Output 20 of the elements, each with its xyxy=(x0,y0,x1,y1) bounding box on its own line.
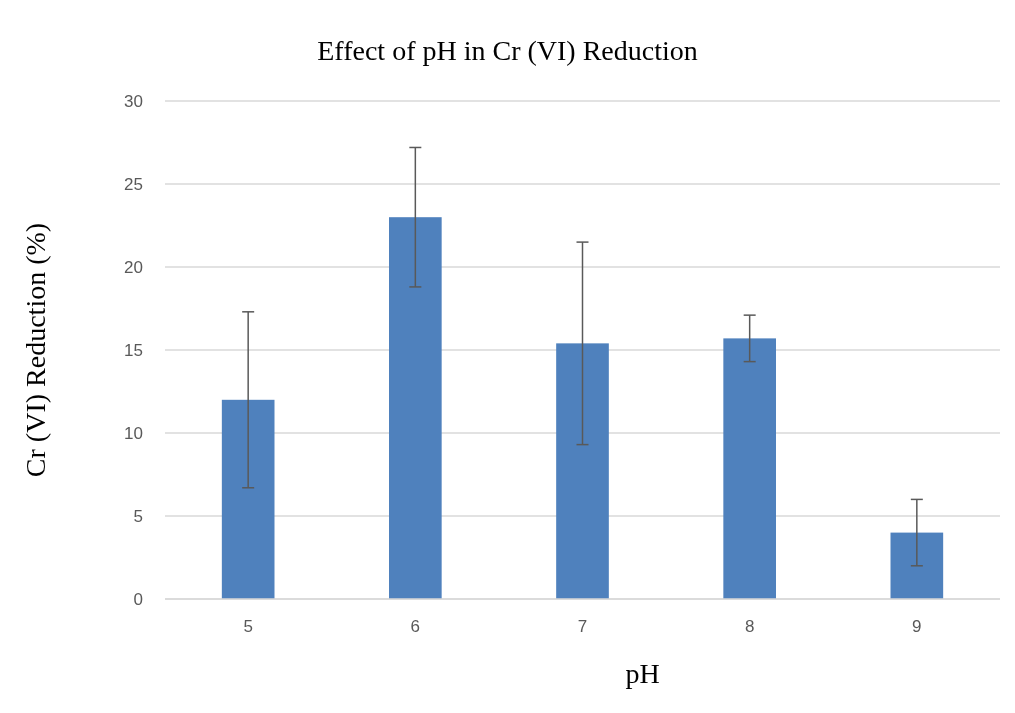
y-axis-title: Cr (VI) Reduction (%) xyxy=(20,222,51,478)
x-tick-label: 9 xyxy=(912,617,922,636)
bar xyxy=(723,338,776,599)
y-tick-label: 30 xyxy=(124,91,143,111)
x-axis-title: pH xyxy=(625,658,660,689)
y-tick-label: 5 xyxy=(133,506,143,526)
y-tick-label: 25 xyxy=(124,174,143,194)
x-tick-label: 6 xyxy=(410,617,421,636)
chart-title: Effect of pH in Cr (VI) Reduction xyxy=(317,35,698,66)
y-tick-label: 0 xyxy=(133,589,143,609)
y-tick-label: 15 xyxy=(124,340,143,360)
y-tick-label: 10 xyxy=(124,423,143,443)
y-tick-label: 20 xyxy=(124,257,143,277)
bar xyxy=(221,399,275,599)
x-tick-label: 7 xyxy=(577,617,588,636)
x-tick-label: 8 xyxy=(744,617,755,636)
bar xyxy=(389,217,442,599)
bar xyxy=(890,532,944,599)
bar xyxy=(556,343,609,599)
x-tick-label: 5 xyxy=(243,617,253,636)
